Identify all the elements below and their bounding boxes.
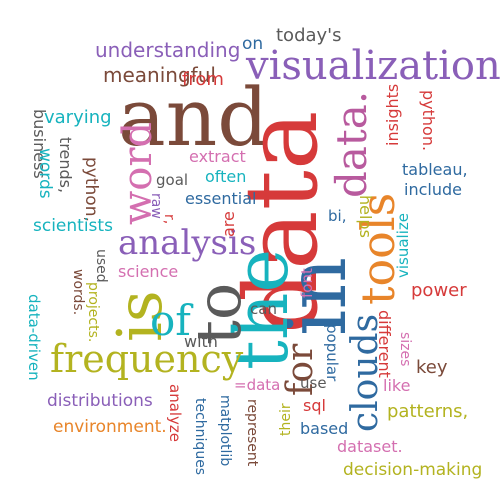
word-helps: helps <box>356 195 375 238</box>
word-essential: essential <box>185 189 257 208</box>
word-decision-making: decision-making <box>343 460 483 480</box>
word-projects: projects. <box>85 282 101 343</box>
word-bi: bi, <box>328 207 347 225</box>
word-analyze: analyze <box>166 384 184 443</box>
word-todays: today's <box>276 25 342 46</box>
word-words-dot: words. <box>70 269 86 316</box>
word-are: are <box>219 211 238 237</box>
word-visualization: visualization <box>246 43 500 89</box>
word-popular: popular <box>323 324 341 382</box>
word-based: based <box>300 419 349 438</box>
word-used: used <box>93 249 109 283</box>
word-sizes: sizes <box>397 332 413 367</box>
word-often: often <box>205 167 247 186</box>
word-frequency: frequency <box>50 337 244 381</box>
word-use: use <box>300 374 327 392</box>
word-equals-data: =data <box>234 376 281 394</box>
word-varying: varying <box>44 107 112 128</box>
word-like: like <box>383 376 411 395</box>
word-patterns: patterns, <box>387 401 469 422</box>
word-trends: trends, <box>56 137 75 194</box>
word-their: their <box>278 403 294 436</box>
word-distributions: distributions <box>47 391 153 411</box>
word-represent: represent <box>244 399 260 467</box>
word-sql: sql <box>303 396 326 415</box>
word-python: python, <box>81 157 101 222</box>
word-matplotlib: matplotlib <box>217 395 233 467</box>
word-insights: insights <box>383 83 402 146</box>
word-include: include <box>404 180 462 199</box>
word-r: r, <box>161 214 177 225</box>
word-extract: extract <box>189 147 246 166</box>
word-scientists: scientists <box>33 216 113 236</box>
word-science: science <box>118 262 179 281</box>
word-from: from <box>182 69 224 90</box>
word-understanding: understanding <box>95 38 241 62</box>
word-power: power <box>411 280 467 301</box>
word-python-dot: python. <box>419 90 438 152</box>
word-key: key <box>416 357 448 378</box>
word-goal: goal <box>156 171 189 189</box>
word-with: with <box>184 332 218 351</box>
word-analysis: analysis <box>118 223 257 263</box>
word-can: can <box>250 300 277 318</box>
word-words: words <box>35 148 55 199</box>
word-and: and <box>118 71 269 164</box>
word-font: font <box>298 268 316 298</box>
word-on: on <box>242 34 264 54</box>
word-different: different <box>375 310 394 378</box>
word-techniques: techniques <box>192 398 208 476</box>
word-visualize: visualize <box>394 213 412 278</box>
word-meaningful: meaningful <box>103 63 216 87</box>
word-dataset: dataset. <box>337 437 403 456</box>
word-environment: environment. <box>53 417 167 437</box>
word-data-driven: data-driven <box>25 294 43 381</box>
word-tableau: tableau, <box>402 160 468 179</box>
word-of: of <box>150 296 191 345</box>
word-data-dot: data. <box>327 90 376 198</box>
